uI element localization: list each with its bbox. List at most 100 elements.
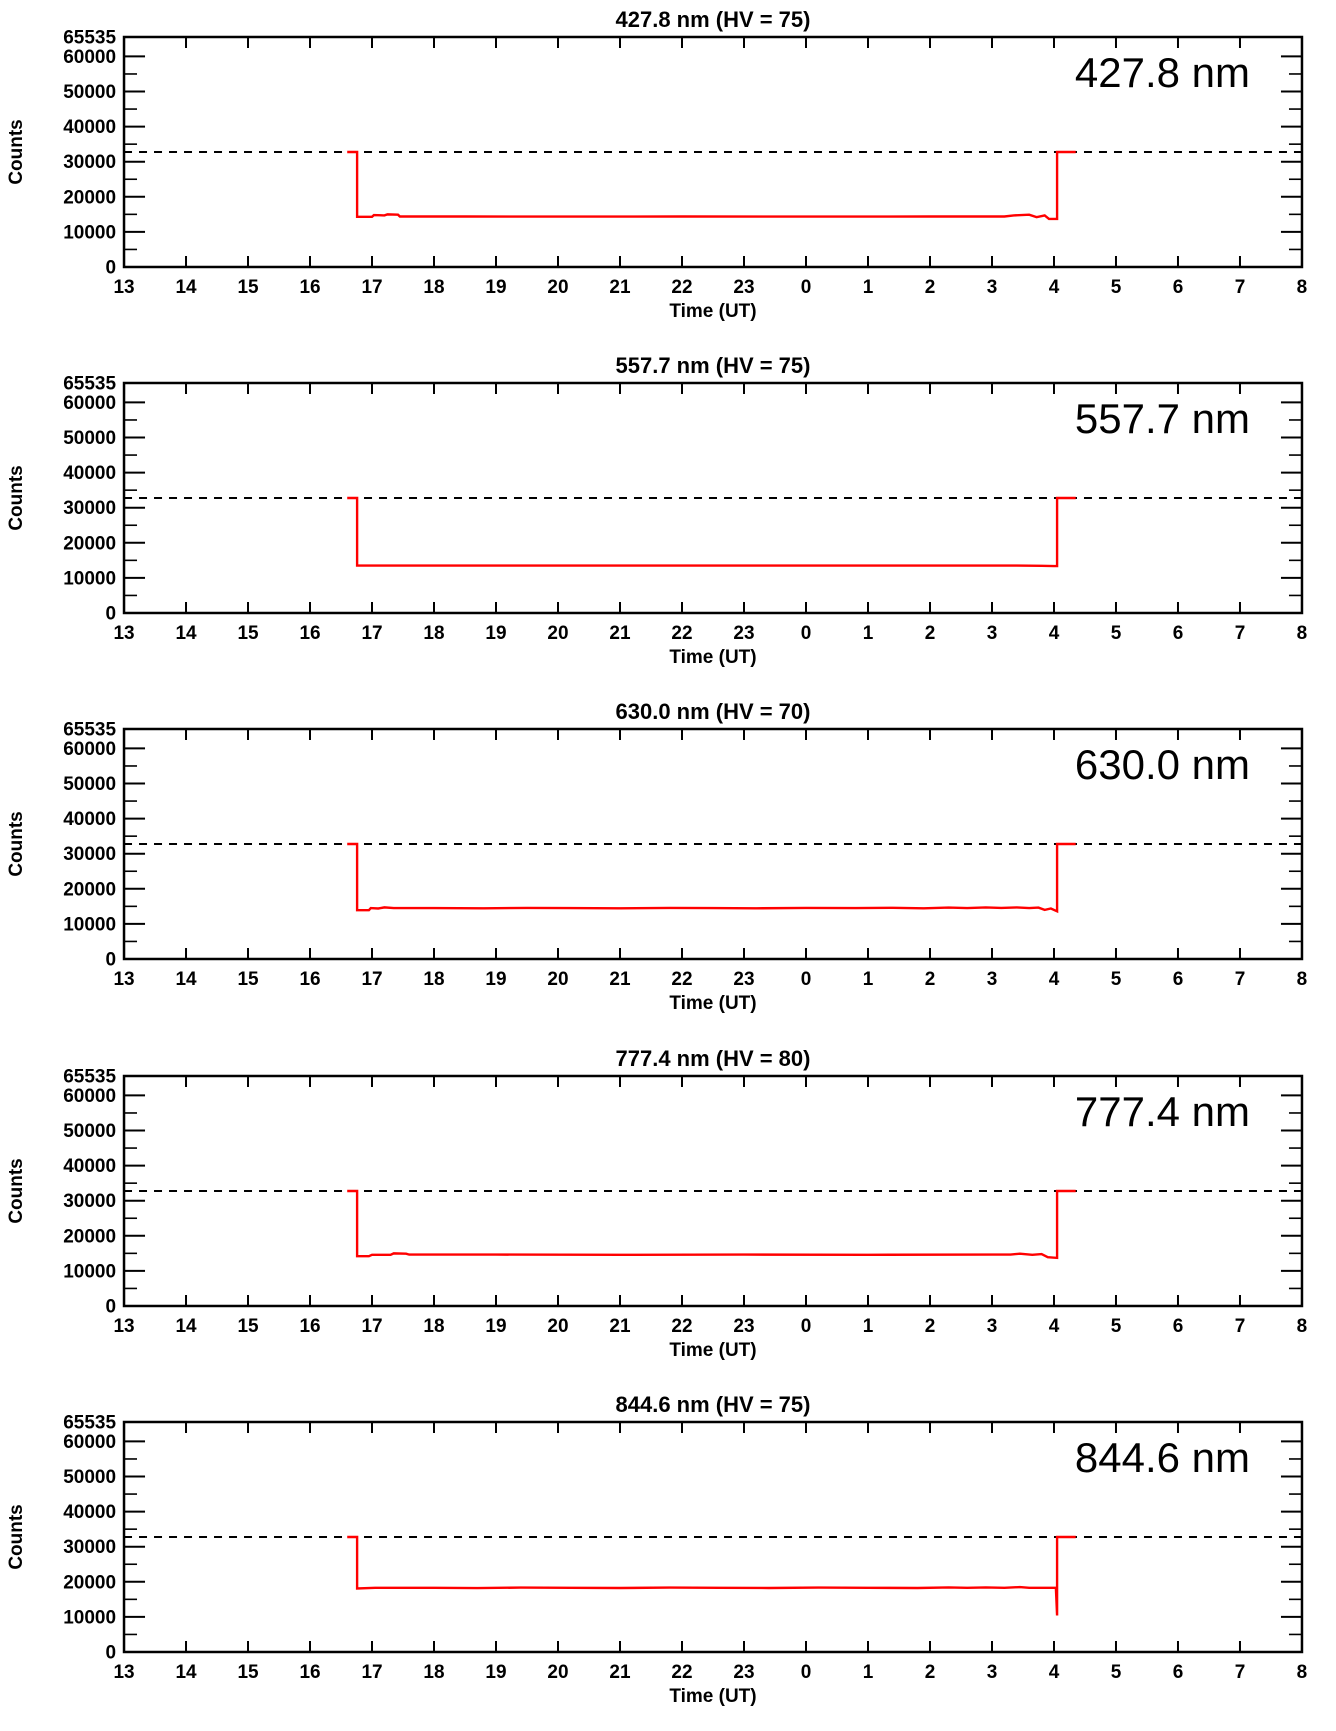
- y-tick-label: 65535: [63, 1412, 116, 1433]
- y-tick-label: 65535: [63, 27, 116, 48]
- y-tick-label: 30000: [63, 1537, 116, 1558]
- x-tick-label: 7: [1235, 623, 1246, 644]
- x-tick-label: 2: [925, 1316, 936, 1337]
- x-tick-label: 22: [671, 1662, 692, 1683]
- x-tick-label: 1: [863, 969, 874, 990]
- y-tick-label: 30000: [63, 498, 116, 519]
- y-tick-label: 65535: [63, 720, 116, 741]
- x-tick-label: 0: [801, 969, 812, 990]
- x-tick-label: 5: [1111, 623, 1122, 644]
- x-tick-label: 20: [547, 969, 568, 990]
- x-tick-label: 1: [863, 623, 874, 644]
- x-tick-label: 17: [361, 1662, 382, 1683]
- x-axis-title: Time (UT): [669, 993, 756, 1014]
- x-tick-label: 5: [1111, 1662, 1122, 1683]
- x-tick-label: 8: [1297, 277, 1308, 298]
- x-tick-label: 3: [987, 1662, 998, 1683]
- y-tick-label: 30000: [63, 845, 116, 866]
- y-tick-label: 20000: [63, 187, 116, 208]
- y-axis-title: Counts: [6, 119, 27, 184]
- x-tick-label: 6: [1173, 277, 1184, 298]
- y-axis-title: Counts: [6, 1504, 27, 1569]
- x-tick-label: 8: [1297, 1662, 1308, 1683]
- y-axis-title: Counts: [6, 465, 27, 530]
- x-tick-label: 22: [671, 277, 692, 298]
- y-tick-label: 50000: [63, 82, 116, 103]
- x-tick-label: 0: [801, 1316, 812, 1337]
- y-axis-ticks: [124, 728, 1302, 961]
- x-tick-label: 17: [361, 277, 382, 298]
- panel-777-4-nm-canvas: 777.4 nm (HV = 80) 0 10000 20000 30000 40000 5…: [6, 1046, 1307, 1361]
- x-tick-label: 0: [801, 277, 812, 298]
- y-tick-label: 40000: [63, 117, 116, 138]
- panel-630-0-nm: 630.0 nm (HV = 70) 0 10000 20000 30000 40000 5…: [0, 692, 1336, 1038]
- x-tick-label: 15: [237, 623, 259, 644]
- x-tick-label: 17: [361, 1316, 382, 1337]
- x-tick-label: 13: [113, 1662, 134, 1683]
- wavelength-label: 557.7 nm: [1075, 395, 1250, 442]
- x-tick-label: 7: [1235, 277, 1246, 298]
- y-axis-title: Counts: [6, 1158, 27, 1223]
- x-tick-label: 2: [925, 969, 936, 990]
- x-tick-label: 4: [1049, 623, 1060, 644]
- x-tick-label: 21: [609, 969, 631, 990]
- panel-427-8-nm: 427.8 nm (HV = 75) 0 10000 20000 30000 40000 5…: [0, 0, 1336, 346]
- wavelength-label: 844.6 nm: [1075, 1434, 1250, 1481]
- x-tick-label: 5: [1111, 1316, 1122, 1337]
- x-tick-label: 3: [987, 277, 998, 298]
- x-axis-title: Time (UT): [669, 1686, 756, 1707]
- x-tick-label: 16: [299, 1662, 320, 1683]
- panel-844-6-nm: 844.6 nm (HV = 75) 0 10000 20000 30000 40000 5…: [0, 1385, 1336, 1731]
- x-tick-label: 15: [237, 1316, 259, 1337]
- x-tick-label: 7: [1235, 1316, 1246, 1337]
- x-tick-label: 19: [485, 969, 506, 990]
- y-tick-label: 60000: [63, 393, 116, 414]
- x-tick-label: 18: [423, 277, 444, 298]
- x-tick-label: 3: [987, 969, 998, 990]
- x-tick-label: 2: [925, 623, 936, 644]
- panel-557-7-nm: 557.7 nm (HV = 75) 0 10000 20000 30000 40000 5…: [0, 346, 1336, 692]
- y-tick-label: 50000: [63, 428, 116, 449]
- y-tick-label: 10000: [63, 222, 116, 243]
- y-tick-label: 20000: [63, 1226, 116, 1247]
- x-tick-label: 20: [547, 623, 568, 644]
- counts-trace: [347, 843, 1076, 914]
- x-tick-label: 20: [547, 1662, 568, 1683]
- x-tick-label: 14: [175, 623, 197, 644]
- counts-trace: [347, 150, 1076, 221]
- panel-title: 557.7 nm (HV = 75): [616, 353, 811, 378]
- y-tick-label: 40000: [63, 1156, 116, 1177]
- counts-trace: [347, 1189, 1076, 1259]
- x-tick-label: 18: [423, 1316, 444, 1337]
- y-tick-label: 0: [105, 604, 116, 625]
- x-tick-label: 13: [113, 277, 134, 298]
- x-tick-label: 13: [113, 969, 134, 990]
- y-tick-label: 0: [105, 1642, 116, 1663]
- x-tick-label: 3: [987, 1316, 998, 1337]
- x-tick-label: 16: [299, 623, 320, 644]
- x-tick-label: 4: [1049, 1316, 1060, 1337]
- y-tick-label: 65535: [63, 1066, 116, 1087]
- y-tick-label: 50000: [63, 774, 116, 795]
- y-tick-label: 60000: [63, 1085, 116, 1106]
- x-tick-label: 4: [1049, 277, 1060, 298]
- x-tick-label: 18: [423, 623, 444, 644]
- x-tick-label: 14: [175, 277, 197, 298]
- x-tick-label: 6: [1173, 1662, 1184, 1683]
- y-axis-ticks: [124, 35, 1302, 268]
- x-tick-label: 6: [1173, 1316, 1184, 1337]
- panel-630-0-nm-canvas: 630.0 nm (HV = 70) 0 10000 20000 30000 40000 5…: [6, 699, 1307, 1014]
- x-axis-ticks: [123, 36, 1303, 267]
- x-tick-label: 22: [671, 1316, 692, 1337]
- y-tick-label: 40000: [63, 809, 116, 830]
- y-tick-label: 50000: [63, 1121, 116, 1142]
- panel-427-8-nm-canvas: 427.8 nm (HV = 75) 0 10000 20000 30000 40000 5…: [6, 7, 1308, 322]
- y-tick-label: 20000: [63, 1572, 116, 1593]
- x-tick-label: 14: [175, 969, 197, 990]
- y-tick-label: 10000: [63, 1261, 116, 1282]
- x-tick-label: 23: [733, 969, 754, 990]
- x-tick-label: 19: [485, 277, 506, 298]
- x-tick-label: 0: [801, 1662, 812, 1683]
- x-tick-label: 19: [485, 623, 506, 644]
